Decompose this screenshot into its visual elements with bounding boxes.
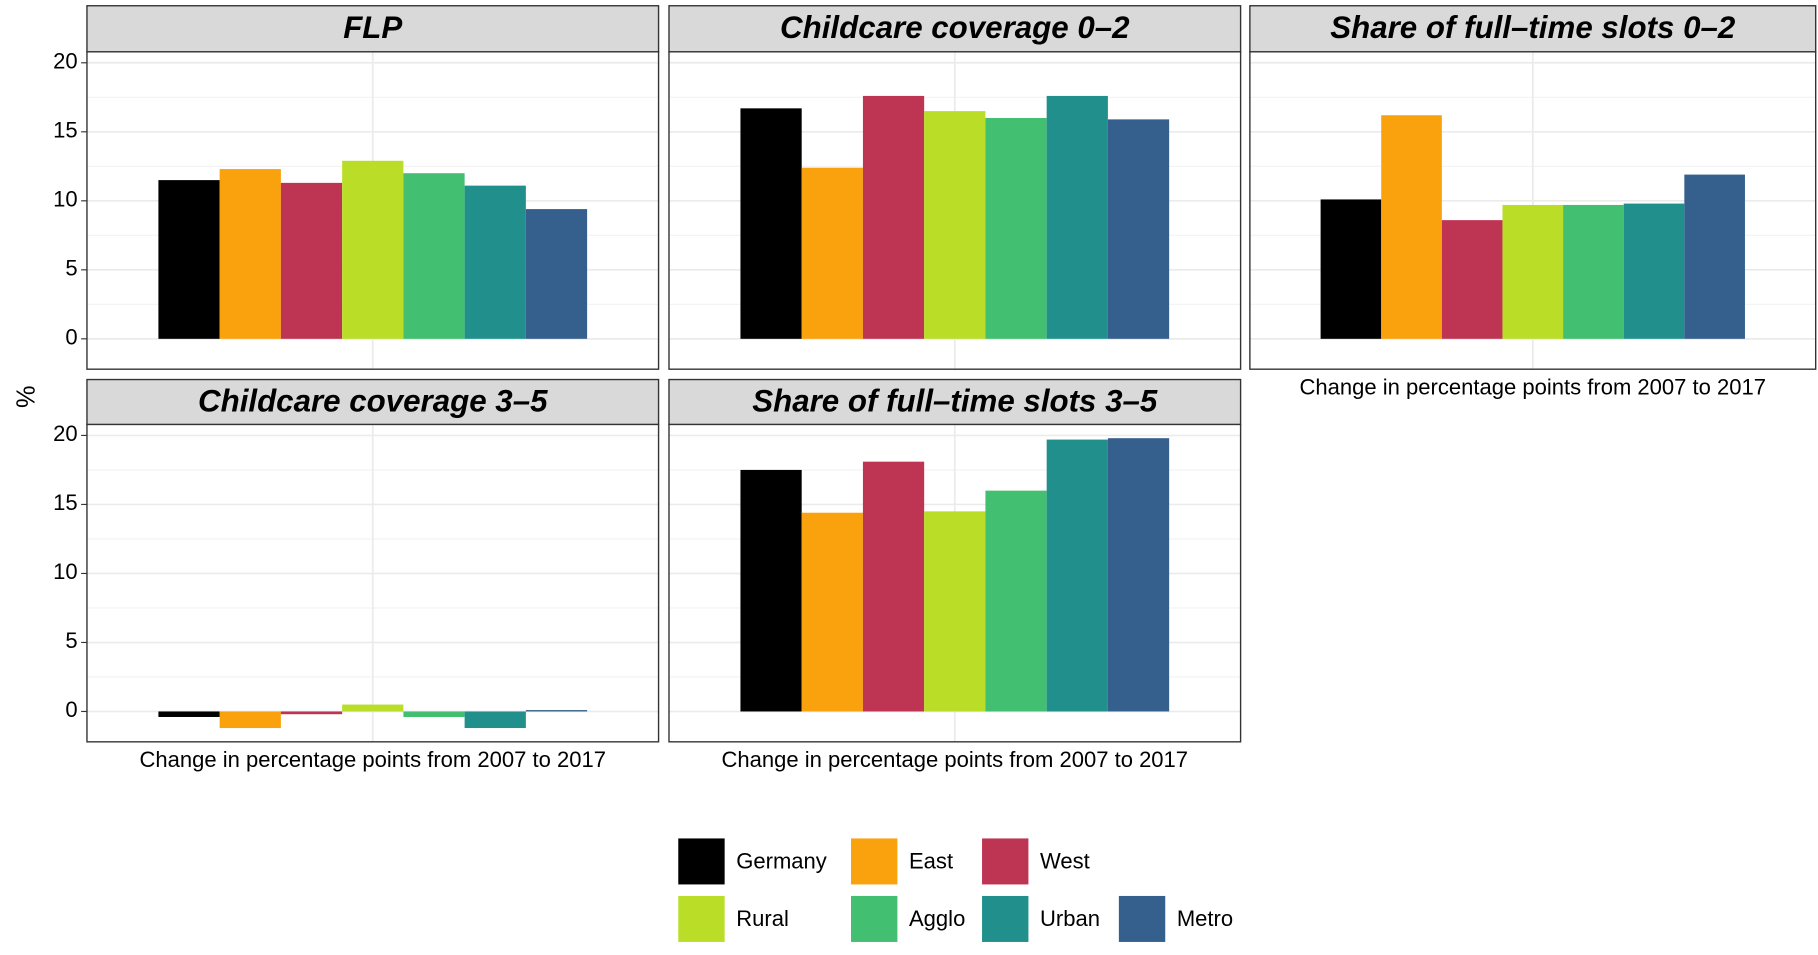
bar [403,711,465,717]
bar [862,95,925,339]
strip-title: FLP [343,10,402,45]
y-tick-label: 0 [65,325,77,350]
legend-label: Agglo [909,906,965,931]
bar [985,490,1047,712]
bar [219,169,281,339]
bar [1502,204,1564,339]
y-tick-label: 10 [53,187,78,212]
bar [1684,174,1745,339]
bar [464,185,526,339]
bar [219,711,281,729]
bar [280,182,343,339]
legend-label: Germany [736,848,827,873]
y-tick-label: 5 [65,256,77,281]
legend-key [982,838,1029,885]
bar [342,160,404,339]
strip [86,5,660,53]
strip-title: Childcare coverage 0–2 [780,10,1130,45]
y-tick-label: 15 [53,118,78,143]
strip-title: Childcare coverage 3–5 [198,383,548,418]
y-axis-label: % [12,386,40,408]
legend-key [678,895,725,942]
legend-label: East [909,848,953,873]
x-axis-label: Change in percentage points from 2007 to… [139,747,606,772]
strip-title: Share of full–time slots 0–2 [1330,10,1736,45]
legend-key [982,895,1029,942]
bar [280,711,343,715]
bar [1441,220,1503,339]
bar [862,461,925,712]
strip [86,378,660,426]
bar [158,180,220,339]
bar [1563,204,1624,339]
legend-key [678,838,725,885]
bar [525,710,588,712]
strip [668,5,1242,53]
strip [668,378,1242,426]
bar [403,173,465,339]
bar [464,711,526,729]
x-axis-label: Change in percentage points from 2007 to… [722,747,1189,772]
strip [1249,5,1817,53]
bar [740,469,802,712]
strip-title: Share of full–time slots 3–5 [752,383,1158,418]
bar [801,512,863,712]
legend-label: Urban [1040,906,1100,931]
x-axis-label: Change in percentage points from 2007 to… [1299,375,1766,400]
y-tick-label: 10 [53,559,78,584]
bar [1046,439,1108,712]
bar [801,167,863,339]
y-tick-label: 15 [53,490,78,515]
bar [924,111,986,339]
legend-label: West [1040,848,1090,873]
bar [1107,119,1170,339]
bar [525,209,588,339]
bar [1320,199,1382,339]
bar [924,511,986,712]
bar [342,704,404,712]
bar [1381,115,1442,339]
y-tick-label: 5 [65,628,77,653]
legend-key [851,838,898,885]
y-tick-label: 0 [65,697,77,722]
legend-key [1118,895,1166,942]
y-tick-label: 20 [53,421,78,446]
legend-label: Metro [1177,906,1233,931]
legend-key [851,895,898,942]
bar [985,118,1047,339]
bar [1046,95,1108,339]
y-tick-label: 20 [53,49,78,74]
bar [1107,438,1170,712]
bar [1623,203,1685,339]
bar [158,711,220,717]
legend-label: Rural [736,906,789,931]
bar [740,108,802,339]
